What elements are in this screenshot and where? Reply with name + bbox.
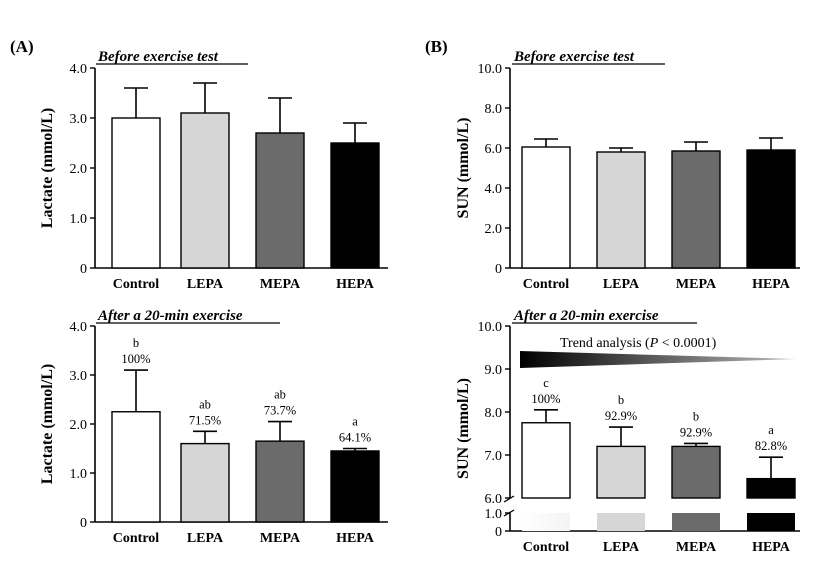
category-label: MEPA [676, 277, 717, 292]
category-label: LEPA [187, 531, 224, 546]
y-tick-label: 10.0 [478, 62, 503, 77]
bar [180, 112, 230, 269]
percent-label: 64.1% [339, 431, 371, 445]
category-label: LEPA [187, 277, 224, 292]
bar [330, 450, 380, 523]
category-label: LEPA [603, 277, 640, 292]
y-tick-label: 6.0 [485, 492, 503, 507]
percent-label: 100% [121, 352, 150, 366]
percent-label: 71.5% [189, 413, 221, 427]
y-axis-label: SUN (mmol/L) [455, 118, 472, 219]
bar-lower [597, 513, 645, 531]
y-tick-label: 1.0 [70, 467, 88, 482]
significance-letter: b [693, 409, 699, 423]
axis-break-mark [503, 495, 515, 503]
bar [746, 477, 796, 499]
percent-label: 92.9% [680, 425, 712, 439]
y-tick-label: 0 [80, 262, 87, 277]
bar [521, 146, 571, 269]
bar [180, 442, 230, 523]
bar [111, 117, 161, 269]
y-tick-label: 7.0 [485, 449, 503, 464]
axis-break-mark [503, 509, 515, 517]
category-label: Control [523, 277, 570, 292]
percent-label: 73.7% [264, 404, 296, 418]
y-tick-label: 2.0 [485, 222, 503, 237]
percent-label: 92.9% [605, 409, 637, 423]
bar [746, 149, 796, 269]
y-tick-label: 1.0 [485, 507, 503, 522]
bar [671, 150, 721, 269]
significance-letter: b [618, 393, 624, 407]
bar [596, 151, 646, 269]
significance-letter: c [543, 376, 549, 390]
trend-label: Trend analysis (P < 0.0001) [560, 336, 717, 351]
bar [255, 440, 305, 523]
bar [111, 411, 161, 523]
trend-annotation: Trend analysis (P < 0.0001) [520, 336, 796, 368]
bar [521, 422, 571, 499]
y-tick-label: 4.0 [485, 182, 503, 197]
category-label: HEPA [752, 277, 791, 292]
chart-title: Before exercise test [97, 49, 219, 65]
bar-lower [747, 513, 795, 531]
y-axis-label: Lactate (mmol/L) [39, 364, 56, 484]
y-tick-label: 2.0 [70, 418, 88, 433]
category-label: Control [113, 531, 160, 546]
category-label: MEPA [260, 277, 301, 292]
y-tick-label: 8.0 [485, 406, 503, 421]
significance-letter: a [352, 415, 358, 429]
y-tick-label: 0 [495, 262, 502, 277]
panel-a-top: Before exercise test Lactate (mmol/L) 0 1.0… [39, 49, 388, 292]
significance-letter: b [133, 336, 139, 350]
y-tick-label: 9.0 [485, 363, 503, 378]
y-tick-label: 3.0 [70, 369, 88, 384]
chart-title: After a 20-min exercise [97, 308, 243, 324]
bar [596, 445, 646, 499]
panel-label-b: (B) [425, 37, 448, 56]
percent-label: 100% [531, 392, 560, 406]
y-tick-label: 8.0 [485, 102, 503, 117]
y-tick-label: 4.0 [70, 320, 88, 335]
y-tick-label: 2.0 [70, 162, 88, 177]
y-tick-label: 0 [495, 525, 502, 540]
significance-letter: ab [199, 397, 211, 411]
y-tick-label: 6.0 [485, 142, 503, 157]
y-tick-label: 1.0 [70, 212, 88, 227]
bar [255, 132, 305, 269]
y-tick-label: 4.0 [70, 62, 88, 77]
bar-lower [522, 513, 570, 531]
category-label: MEPA [260, 531, 301, 546]
percent-label: 82.8% [755, 439, 787, 453]
category-label: HEPA [752, 540, 791, 555]
bar [671, 445, 721, 499]
y-axis-label: SUN (mmol/L) [455, 378, 472, 479]
chart-title: After a 20-min exercise [513, 308, 659, 324]
category-label: MEPA [676, 540, 717, 555]
chart-title: Before exercise test [513, 49, 635, 65]
y-tick-label: 10.0 [478, 320, 503, 335]
trend-wedge [520, 351, 796, 368]
panel-label-a: (A) [10, 37, 34, 56]
category-label: LEPA [603, 540, 640, 555]
category-label: HEPA [336, 531, 375, 546]
y-tick-label: 0 [80, 516, 87, 531]
panel-a-bottom: After a 20-min exercise Lactate (mmol/L) 0… [39, 308, 388, 546]
y-axis-label: Lactate (mmol/L) [39, 108, 56, 228]
category-label: Control [113, 277, 160, 292]
bar-lower [672, 513, 720, 531]
bar [330, 142, 380, 269]
panel-b-top: Before exercise test SUN (mmol/L) 0 2.0 4.0 6… [455, 49, 800, 292]
significance-letter: ab [274, 388, 286, 402]
significance-letter: a [768, 423, 774, 437]
y-tick-label: 3.0 [70, 112, 88, 127]
category-label: HEPA [336, 277, 375, 292]
category-label: Control [523, 540, 570, 555]
panel-b-bottom: After a 20-min exercise SUN (mmol/L) 6.0 7.… [455, 308, 800, 555]
